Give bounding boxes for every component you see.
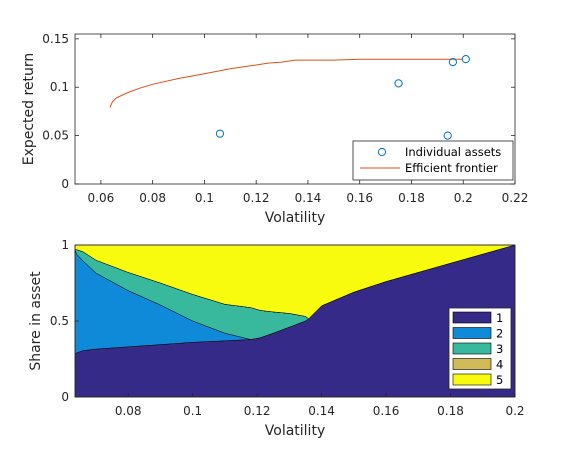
legend-swatch-asset-4	[452, 358, 492, 370]
frontier-x-tick-label: 0.06	[88, 191, 115, 205]
allocation-plot: 0.08 0.1 0.12 0.14 0.16 0.18 0.2 0 0.5 1 Volatili…	[28, 238, 525, 439]
allocation-y-axis-label: Share in asset	[28, 271, 44, 371]
legend-label-asset-5: 5	[496, 373, 503, 387]
frontier-plot-ticks: 0.06 0.08 0.1 0.12 0.14 0.16 0.18 0.2 0.22 0 0.05 0…	[42, 32, 528, 205]
frontier-x-tick-label: 0.12	[243, 191, 270, 205]
allocation-x-tick-label: 0.14	[308, 404, 335, 418]
allocation-x-tick-label: 0.1	[183, 404, 202, 418]
frontier-x-tick-label: 0.22	[502, 191, 529, 205]
allocation-y-tick-label: 1	[61, 238, 69, 252]
frontier-y-axis-label: Expected return	[21, 53, 37, 166]
frontier-x-tick-label: 0.14	[295, 191, 322, 205]
allocation-x-tick-label: 0.16	[373, 404, 400, 418]
individual-asset-point	[215, 129, 225, 138]
legend-swatch-asset-1	[452, 311, 492, 324]
frontier-x-tick-label: 0.2	[454, 191, 473, 205]
frontier-plot: 0.06 0.08 0.1 0.12 0.14 0.16 0.18 0.2 0.22 0 0.05 0…	[21, 32, 528, 226]
legend-swatch-asset-5	[452, 373, 492, 386]
frontier-x-tick-label: 0.08	[139, 191, 166, 205]
allocation-x-tick-label: 0.2	[505, 404, 524, 418]
frontier-x-tick-label: 0.18	[398, 191, 425, 205]
legend-swatch-asset-2	[452, 327, 492, 339]
frontier-y-tick-label: 0.05	[42, 129, 69, 143]
allocation-x-tick-label: 0.12	[244, 404, 271, 418]
frontier-x-tick-label: 0.16	[346, 191, 373, 205]
allocation-y-tick-label: 0	[61, 390, 69, 404]
allocation-legend: 1 23 45	[448, 307, 512, 390]
individual-asset-point	[448, 57, 457, 67]
frontier-legend-box	[352, 140, 514, 181]
legend-marker-individual-assets	[377, 147, 387, 157]
allocation-y-tick-label: 0.5	[50, 314, 69, 328]
frontier-plot-marks	[109, 55, 470, 140]
frontier-y-tick-label: 0.1	[50, 80, 69, 94]
legend-label-asset-2: 2	[496, 327, 503, 341]
legend-label-asset-4: 4	[496, 358, 503, 372]
frontier-y-tick-label: 0.15	[42, 32, 69, 46]
individual-asset-point	[443, 131, 452, 140]
individual-asset-point	[461, 55, 470, 64]
legend-label-asset-3: 3	[496, 342, 503, 356]
allocation-plot-ticks: 0.08 0.1 0.12 0.14 0.16 0.18 0.2 0 0.5 1	[50, 238, 525, 418]
allocation-x-tick-label: 0.18	[437, 404, 464, 418]
frontier-x-tick-label: 0.1	[195, 191, 214, 205]
legend-label-efficient-frontier: Efficient frontier	[405, 161, 498, 175]
legend-label-asset-1: 1	[496, 311, 503, 325]
individual-asset-point	[394, 79, 403, 88]
legend-label-individual-assets: Individual assets	[405, 145, 501, 159]
allocation-x-axis-label: Volatility	[265, 423, 325, 439]
frontier-y-tick-label: 0	[61, 177, 69, 191]
frontier-legend: Individual assets Efficient frontier	[352, 140, 514, 181]
legend-swatch-asset-3	[452, 342, 492, 355]
efficient-frontier-line	[109, 58, 464, 108]
frontier-x-axis-label: Volatility	[265, 210, 325, 226]
allocation-x-tick-label: 0.08	[115, 404, 142, 418]
